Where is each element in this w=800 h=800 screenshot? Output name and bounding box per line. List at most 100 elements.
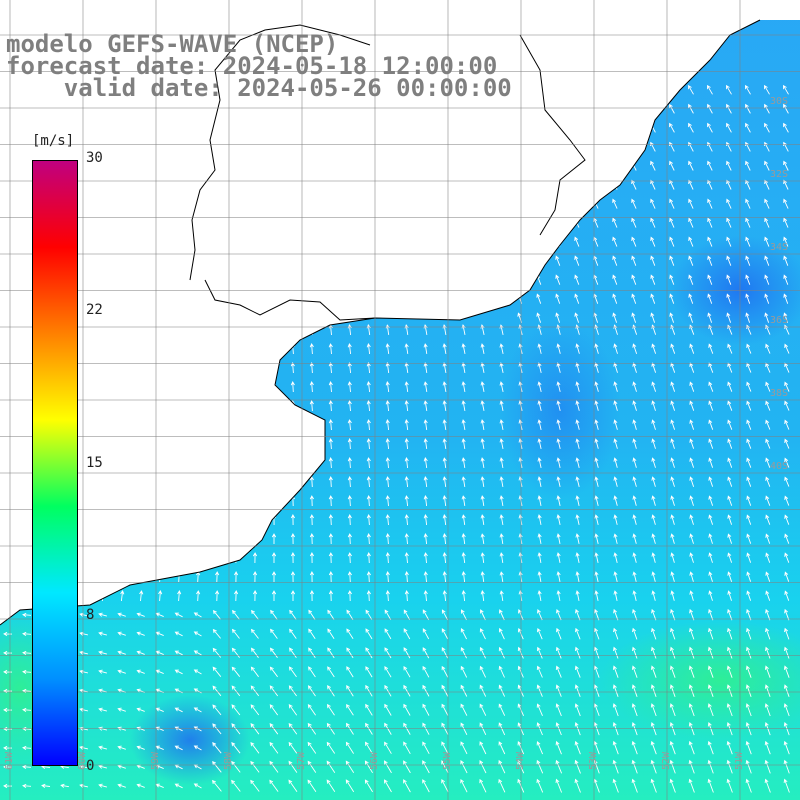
wind-arrow bbox=[651, 419, 656, 430]
wind-arrow bbox=[347, 533, 352, 545]
wind-arrow bbox=[423, 381, 428, 392]
wind-arrow bbox=[366, 362, 371, 374]
wind-arrow bbox=[498, 703, 506, 716]
wind-arrow bbox=[252, 381, 257, 393]
wind-arrow bbox=[669, 217, 675, 228]
wind-arrow bbox=[537, 533, 542, 544]
wind-arrow bbox=[422, 722, 430, 735]
wind-arrow bbox=[537, 552, 542, 563]
wind-arrow bbox=[650, 255, 656, 266]
wind-arrow bbox=[117, 707, 126, 712]
wind-arrow bbox=[670, 514, 675, 525]
wind-arrow bbox=[726, 312, 732, 323]
wind-arrow bbox=[707, 103, 713, 114]
wind-arrow bbox=[327, 666, 335, 678]
wind-arrow bbox=[783, 255, 789, 266]
wind-arrow bbox=[120, 343, 125, 355]
wind-arrow bbox=[688, 759, 695, 774]
wind-arrow bbox=[139, 343, 144, 355]
wind-arrow bbox=[422, 609, 430, 621]
wind-arrow bbox=[499, 590, 504, 601]
wind-arrow bbox=[746, 627, 752, 640]
wind-arrow bbox=[726, 122, 732, 133]
wind-arrow bbox=[252, 476, 258, 488]
wind-arrow bbox=[745, 84, 751, 95]
wind-arrow bbox=[136, 612, 145, 617]
wind-arrow bbox=[3, 707, 13, 713]
wind-arrow bbox=[328, 533, 333, 545]
wind-arrow bbox=[177, 476, 182, 488]
wind-arrow bbox=[688, 274, 694, 285]
wind-arrow bbox=[612, 740, 619, 755]
wind-arrow bbox=[556, 627, 562, 640]
wind-arrow bbox=[136, 707, 145, 712]
wind-arrow bbox=[632, 419, 637, 430]
wind-arrow bbox=[746, 438, 752, 449]
wind-arrow bbox=[688, 722, 695, 736]
wind-arrow bbox=[499, 552, 504, 563]
wind-arrow bbox=[101, 343, 106, 355]
wind-arrow bbox=[632, 381, 637, 392]
wind-arrow bbox=[442, 590, 447, 602]
wind-arrow bbox=[250, 704, 260, 716]
wind-arrow bbox=[177, 419, 182, 431]
wind-arrow bbox=[441, 722, 449, 735]
wind-arrow bbox=[328, 400, 333, 412]
wind-arrow bbox=[327, 685, 335, 697]
wind-arrow bbox=[346, 685, 354, 697]
wind-arrow bbox=[479, 778, 487, 793]
wind-arrow bbox=[555, 217, 561, 228]
wind-arrow bbox=[708, 495, 714, 506]
wind-arrow bbox=[650, 312, 656, 323]
wind-arrow bbox=[556, 457, 561, 468]
grid-labels: 30S 32S 34S 36S 38S 40S 61W 60W 59W 58W 57W 56W 55W 5… bbox=[4, 96, 788, 770]
wind-arrow bbox=[765, 495, 771, 506]
wind-arrow bbox=[517, 141, 523, 152]
wind-arrow bbox=[271, 438, 276, 450]
wind-arrow bbox=[423, 533, 428, 545]
wind-arrow bbox=[536, 141, 542, 152]
wind-arrow bbox=[727, 457, 733, 468]
wind-arrow bbox=[708, 419, 714, 430]
wind-arrow bbox=[537, 590, 542, 601]
wind-arrow bbox=[536, 293, 542, 304]
wind-arrow bbox=[250, 760, 260, 773]
wind-arrow bbox=[271, 571, 277, 582]
wind-arrow bbox=[555, 722, 562, 736]
wind-arrow bbox=[364, 779, 373, 793]
wind-arrow bbox=[231, 647, 240, 658]
wind-arrow bbox=[631, 198, 637, 209]
wind-arrow bbox=[345, 779, 355, 793]
wind-arrow bbox=[612, 103, 618, 114]
wind-arrow bbox=[422, 684, 430, 697]
wind-arrow bbox=[117, 612, 126, 617]
wind-arrow bbox=[366, 419, 371, 431]
coastline bbox=[0, 19, 761, 626]
wind-arrow bbox=[366, 457, 371, 469]
wind-arrow bbox=[555, 274, 561, 285]
wind-arrow bbox=[120, 362, 125, 374]
wind-arrow bbox=[708, 646, 714, 659]
wind-arrow bbox=[460, 665, 468, 678]
wind-arrow bbox=[461, 457, 466, 468]
wind-arrow bbox=[556, 552, 561, 563]
wind-arrow bbox=[764, 740, 771, 755]
wind-arrow bbox=[309, 419, 314, 431]
wind-arrow bbox=[555, 312, 561, 323]
wind-arrow bbox=[726, 84, 732, 95]
wind-arrow bbox=[631, 722, 638, 736]
wind-arrow bbox=[689, 495, 694, 506]
wind-arrow bbox=[632, 571, 637, 582]
wind-arrow bbox=[25, 514, 30, 525]
wind-arrow bbox=[442, 495, 447, 507]
wind-arrow bbox=[328, 476, 333, 488]
wind-arrow bbox=[517, 160, 523, 171]
colorbar-tick: 30 bbox=[86, 150, 103, 166]
wind-arrow bbox=[765, 457, 771, 468]
longitude-label: 54W bbox=[515, 751, 526, 770]
wind-arrow bbox=[290, 571, 296, 583]
wind-arrow bbox=[366, 476, 371, 488]
wind-arrow bbox=[708, 514, 714, 525]
wind-arrow bbox=[670, 590, 675, 601]
wind-arrow bbox=[234, 590, 239, 602]
